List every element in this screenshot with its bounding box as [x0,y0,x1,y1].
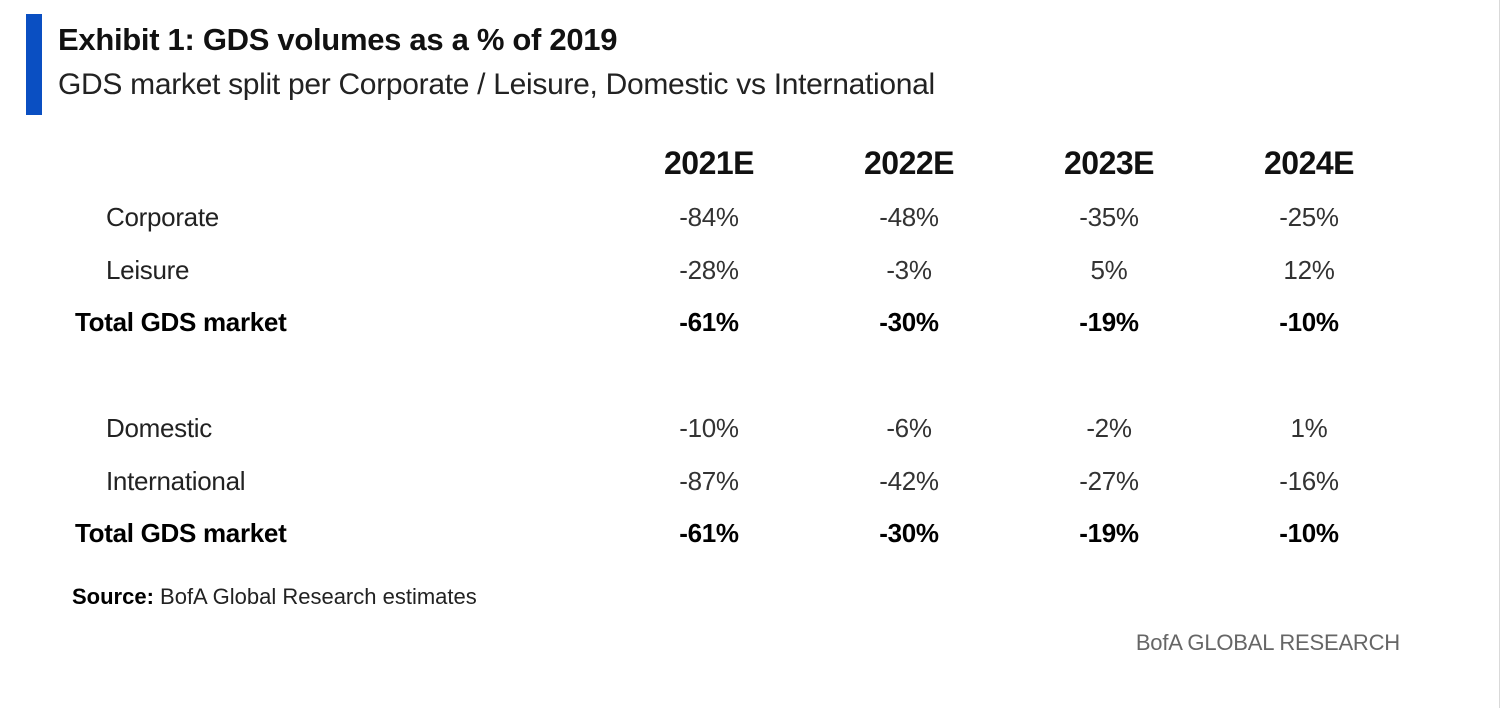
column-header-2023: 2023E [1063,145,1155,181]
exhibit-subtitle: GDS market split per Corporate / Leisure… [58,68,935,101]
accent-bar [26,14,42,115]
table-cell: -27% [1079,466,1139,496]
source-text: BofA Global Research estimates [153,584,477,609]
row-label: Leisure [106,255,190,285]
table-cell: -25% [1279,202,1339,232]
table-cell: 5% [1090,255,1128,285]
table-row-international: International -87% -42% -27% -16% [0,466,1500,506]
row-label-total: Total GDS market [75,307,287,337]
table-cell-total: -19% [1079,518,1139,548]
table-row-total-corporate-leisure: Total GDS market -61% -30% -19% -10% [0,307,1500,347]
table-cell: -6% [886,413,932,443]
table-cell: -16% [1279,466,1339,496]
source-note: Source: BofA Global Research estimates [72,584,477,610]
table-cell-total: -30% [879,518,939,548]
table-cell-total: -61% [679,518,739,548]
table-cell-total: -19% [1079,307,1139,337]
row-label: Domestic [106,413,212,443]
table-cell: -42% [879,466,939,496]
table-cell: -2% [1086,413,1132,443]
row-label: Corporate [106,202,219,232]
column-header-2024: 2024E [1263,145,1355,181]
table-cell: -87% [679,466,739,496]
table-cell: -48% [879,202,939,232]
table-cell: -35% [1079,202,1139,232]
column-header-2022: 2022E [863,145,955,181]
table-cell-total: -30% [879,307,939,337]
table-cell: 1% [1290,413,1328,443]
table-cell: -84% [679,202,739,232]
table-cell-total: -61% [679,307,739,337]
exhibit-title: Exhibit 1: GDS volumes as a % of 2019 [58,22,618,57]
row-label: International [106,466,246,496]
table-cell: -28% [679,255,739,285]
table-row-domestic: Domestic -10% -6% -2% 1% [0,413,1500,453]
table-cell: -10% [679,413,739,443]
table-cell: 12% [1283,255,1335,285]
table-row-leisure: Leisure -28% -3% 5% 12% [0,255,1500,295]
row-label-total: Total GDS market [75,518,287,548]
table-cell: -3% [886,255,932,285]
table-row-corporate: Corporate -84% -48% -35% -25% [0,202,1500,242]
table-cell-total: -10% [1279,518,1339,548]
footer-brand: BofA GLOBAL RESEARCH [1135,630,1400,655]
table-cell-total: -10% [1279,307,1339,337]
column-header-2021: 2021E [663,145,755,181]
table-row-total-domestic-international: Total GDS market -61% -30% -19% -10% [0,518,1500,558]
source-label: Source: [72,584,154,609]
